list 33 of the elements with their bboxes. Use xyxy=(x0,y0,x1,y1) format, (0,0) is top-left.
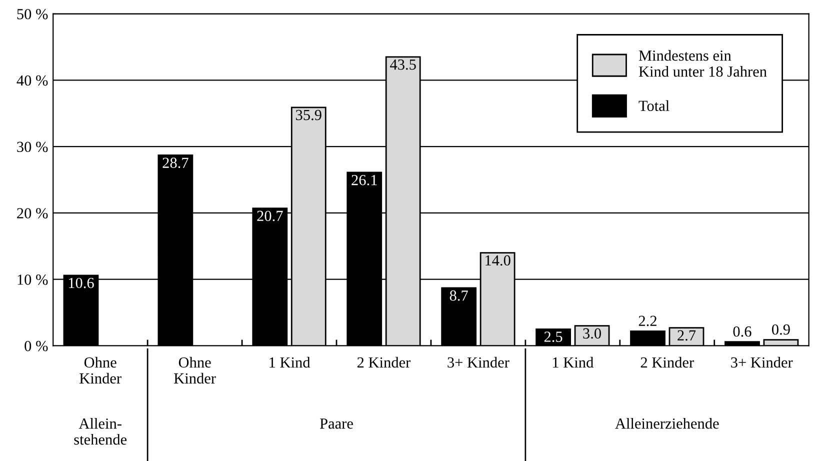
y-tick-label: 10 % xyxy=(18,274,48,285)
data-label: 10.6 xyxy=(68,278,94,288)
text: Allein- stehende xyxy=(74,418,127,445)
data-label: 28.7 xyxy=(162,158,188,168)
y-tick-label: 0 % xyxy=(24,340,48,352)
text: Alleinerziehende xyxy=(615,418,719,429)
data-label: 2.2 xyxy=(638,316,656,326)
x-tick-label: 2 Kinder xyxy=(640,356,694,368)
data-label: 35.9 xyxy=(296,110,322,120)
x-tick-label: 3+ Kinder xyxy=(731,356,793,368)
data-label: 2.7 xyxy=(678,330,696,341)
x-tick-label: Ohne Kinder xyxy=(174,356,216,384)
text: Paare xyxy=(320,418,353,429)
data-label: 8.7 xyxy=(450,290,468,301)
data-label: 2.5 xyxy=(544,332,562,342)
y-tick-label: 50 % xyxy=(17,8,48,20)
data-label: 43.5 xyxy=(390,59,416,70)
data-label: 3.0 xyxy=(583,328,601,339)
x-tick-label: 1 Kind xyxy=(553,356,594,368)
legend-label: Total xyxy=(638,100,670,112)
x-tick-label: 2 Kinder xyxy=(357,356,411,368)
data-label: 0.9 xyxy=(772,324,790,335)
x-tick-label: Ohne Kinder xyxy=(80,356,122,384)
x-tick-label: 3+ Kinder xyxy=(448,356,510,368)
data-label: 0.6 xyxy=(733,326,752,337)
data-label: 14.0 xyxy=(486,255,510,266)
y-tick-label: 40 % xyxy=(16,75,48,86)
x-tick-label: 1 Kind xyxy=(270,356,310,368)
data-label: 20.7 xyxy=(257,210,283,222)
data-label: 26.1 xyxy=(352,174,377,186)
legend-label: Mindestens ein Kind unter 18 Jahren xyxy=(638,50,767,77)
y-tick-label: 30 % xyxy=(17,142,48,152)
y-tick-label: 20 % xyxy=(17,208,48,218)
